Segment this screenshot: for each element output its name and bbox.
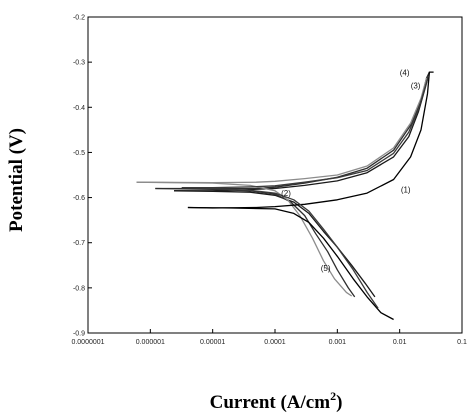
curves <box>136 71 434 321</box>
x-ticks: 0.0000001 0.000001 0.00001 0.0001 0.001 0.01 0… <box>71 329 467 346</box>
y-axis-title: Potential (V) <box>6 128 27 232</box>
x-tick-label: 0.0000001 <box>71 339 104 346</box>
x-tick-label: 0.000001 <box>136 339 165 346</box>
y-tick-label: -0.5 <box>73 150 85 157</box>
x-tick-label: 0.001 <box>329 339 347 346</box>
y-tick-label: -0.4 <box>73 105 85 112</box>
x-axis-title-superscript: 2 <box>330 389 336 403</box>
curve-label: (4) <box>400 69 410 78</box>
x-tick-label: 0.01 <box>393 339 407 346</box>
curve-3-anodic-branch <box>136 77 428 184</box>
y-tick-label: -0.2 <box>73 15 85 22</box>
x-axis-title: Current (A/cm2) <box>210 389 343 413</box>
y-tick-label: -0.8 <box>73 285 85 292</box>
x-tick-label: 0.0001 <box>264 339 286 346</box>
curve-labels: (1) (2) (3)(4) (5) <box>281 69 421 273</box>
plot-area <box>87 16 463 334</box>
curve-4-anodic-branch <box>187 71 434 209</box>
y-tick-label: -0.9 <box>73 331 85 338</box>
curve-label: (5) <box>321 264 331 273</box>
curve-4-cathodic-branch <box>187 206 394 321</box>
curve-5-cathodic-branch <box>181 186 379 309</box>
x-axis-title-main: Current (A/cm <box>210 392 331 413</box>
y-tick-label: -0.6 <box>73 195 85 202</box>
y-ticks: -0.2 -0.3 -0.4 -0.5 -0.6 -0.7 -0.8 -0.9 <box>73 15 92 338</box>
y-tick-label: -0.7 <box>73 240 85 247</box>
curve-label: (2) <box>281 189 291 198</box>
y-tick-label: -0.3 <box>73 60 85 67</box>
curve-3-cathodic-branch <box>136 181 353 297</box>
x-tick-label: 0.00001 <box>200 339 225 346</box>
x-tick-label: 0.1 <box>457 339 467 346</box>
curve-label: (1) <box>401 186 411 195</box>
curve-1-cathodic-branch <box>173 190 376 298</box>
x-axis-title-end: ) <box>336 392 342 413</box>
curve-5-anodic-branch <box>181 75 430 189</box>
curve-label: (3) <box>411 81 421 90</box>
